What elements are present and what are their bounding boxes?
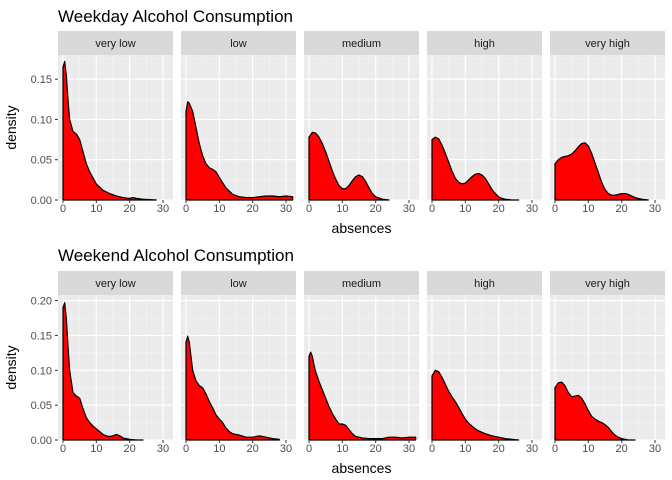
x-tick-label: 0 [429, 443, 435, 455]
facet-strip [181, 271, 296, 295]
y-tick-label: 0.15 [31, 330, 52, 342]
density-area [62, 60, 157, 201]
x-tick-label: 10 [90, 443, 102, 455]
x-tick-label: 10 [336, 443, 348, 455]
density-area [185, 335, 280, 441]
facet-strip [427, 31, 542, 55]
density-area [431, 369, 520, 441]
x-tick-label: 10 [213, 203, 225, 215]
facet-strip [58, 271, 173, 295]
y-tick-label: 0.00 [31, 435, 52, 447]
x-axis-title: absences [332, 220, 392, 236]
facet-strip-label: high [474, 38, 495, 50]
x-tick-label: 0 [60, 443, 66, 455]
x-tick-label: 30 [649, 203, 661, 215]
x-axis-title: absences [332, 460, 392, 476]
chart-title: Weekday Alcohol Consumption [58, 7, 293, 26]
density-area [308, 351, 417, 441]
facet-strip-label: very low [95, 38, 135, 50]
x-tick-label: 30 [157, 443, 169, 455]
x-tick-label: 30 [403, 443, 415, 455]
density-area [554, 381, 636, 441]
density-area [431, 136, 520, 201]
x-tick-label: 10 [582, 443, 594, 455]
facet-strip [58, 31, 173, 55]
x-tick-label: 0 [183, 443, 189, 455]
x-tick-label: 20 [370, 203, 382, 215]
facet-strip [550, 271, 665, 295]
y-tick-label: 0.05 [31, 155, 52, 167]
x-tick-label: 30 [526, 443, 538, 455]
x-tick-label: 20 [493, 203, 505, 215]
y-tick-label: 0.20 [31, 296, 52, 308]
facet-strip-label: medium [342, 278, 381, 290]
x-tick-label: 30 [649, 443, 661, 455]
facet-strip [304, 31, 419, 55]
facet-strip [304, 271, 419, 295]
facet-strip-label: medium [342, 38, 381, 50]
x-tick-label: 30 [280, 203, 292, 215]
x-tick-label: 0 [429, 203, 435, 215]
density-area [308, 131, 390, 201]
facet-strip [181, 31, 296, 55]
x-tick-label: 20 [616, 443, 628, 455]
x-tick-label: 0 [552, 443, 558, 455]
facet-strip-label: low [230, 38, 247, 50]
density-area [185, 101, 294, 201]
x-tick-label: 10 [336, 203, 348, 215]
y-tick-label: 0.10 [31, 114, 52, 126]
y-tick-label: 0.00 [31, 195, 52, 207]
x-tick-label: 0 [552, 203, 558, 215]
facet-strip [427, 271, 542, 295]
facet-strip-label: very low [95, 278, 135, 290]
x-tick-label: 0 [183, 203, 189, 215]
density-area [62, 302, 144, 441]
chart-title: Weekend Alcohol Consumption [58, 246, 294, 265]
facet-strip-label: very high [585, 278, 630, 290]
x-tick-label: 10 [582, 203, 594, 215]
x-tick-label: 20 [247, 443, 259, 455]
density-area [554, 142, 649, 201]
y-tick-label: 0.10 [31, 365, 52, 377]
y-tick-label: 0.05 [31, 400, 52, 412]
x-tick-label: 20 [124, 203, 136, 215]
x-tick-label: 30 [403, 203, 415, 215]
facet-strip-label: very high [585, 38, 630, 50]
x-tick-label: 20 [493, 443, 505, 455]
x-tick-label: 20 [124, 443, 136, 455]
x-tick-label: 30 [526, 203, 538, 215]
x-tick-label: 30 [280, 443, 292, 455]
x-tick-label: 10 [90, 203, 102, 215]
x-tick-label: 0 [306, 443, 312, 455]
x-tick-label: 0 [60, 203, 66, 215]
x-tick-label: 10 [459, 443, 471, 455]
facet-strip-label: low [230, 278, 247, 290]
y-tick-label: 0.15 [31, 74, 52, 86]
x-tick-label: 20 [247, 203, 259, 215]
x-tick-label: 30 [157, 203, 169, 215]
y-axis-title: density [3, 345, 19, 389]
x-tick-label: 20 [616, 203, 628, 215]
x-tick-label: 10 [213, 443, 225, 455]
facet-strip [550, 31, 665, 55]
x-tick-label: 20 [370, 443, 382, 455]
y-axis-title: density [3, 105, 19, 149]
x-tick-label: 10 [459, 203, 471, 215]
facet-strip-label: high [474, 278, 495, 290]
x-tick-label: 0 [306, 203, 312, 215]
